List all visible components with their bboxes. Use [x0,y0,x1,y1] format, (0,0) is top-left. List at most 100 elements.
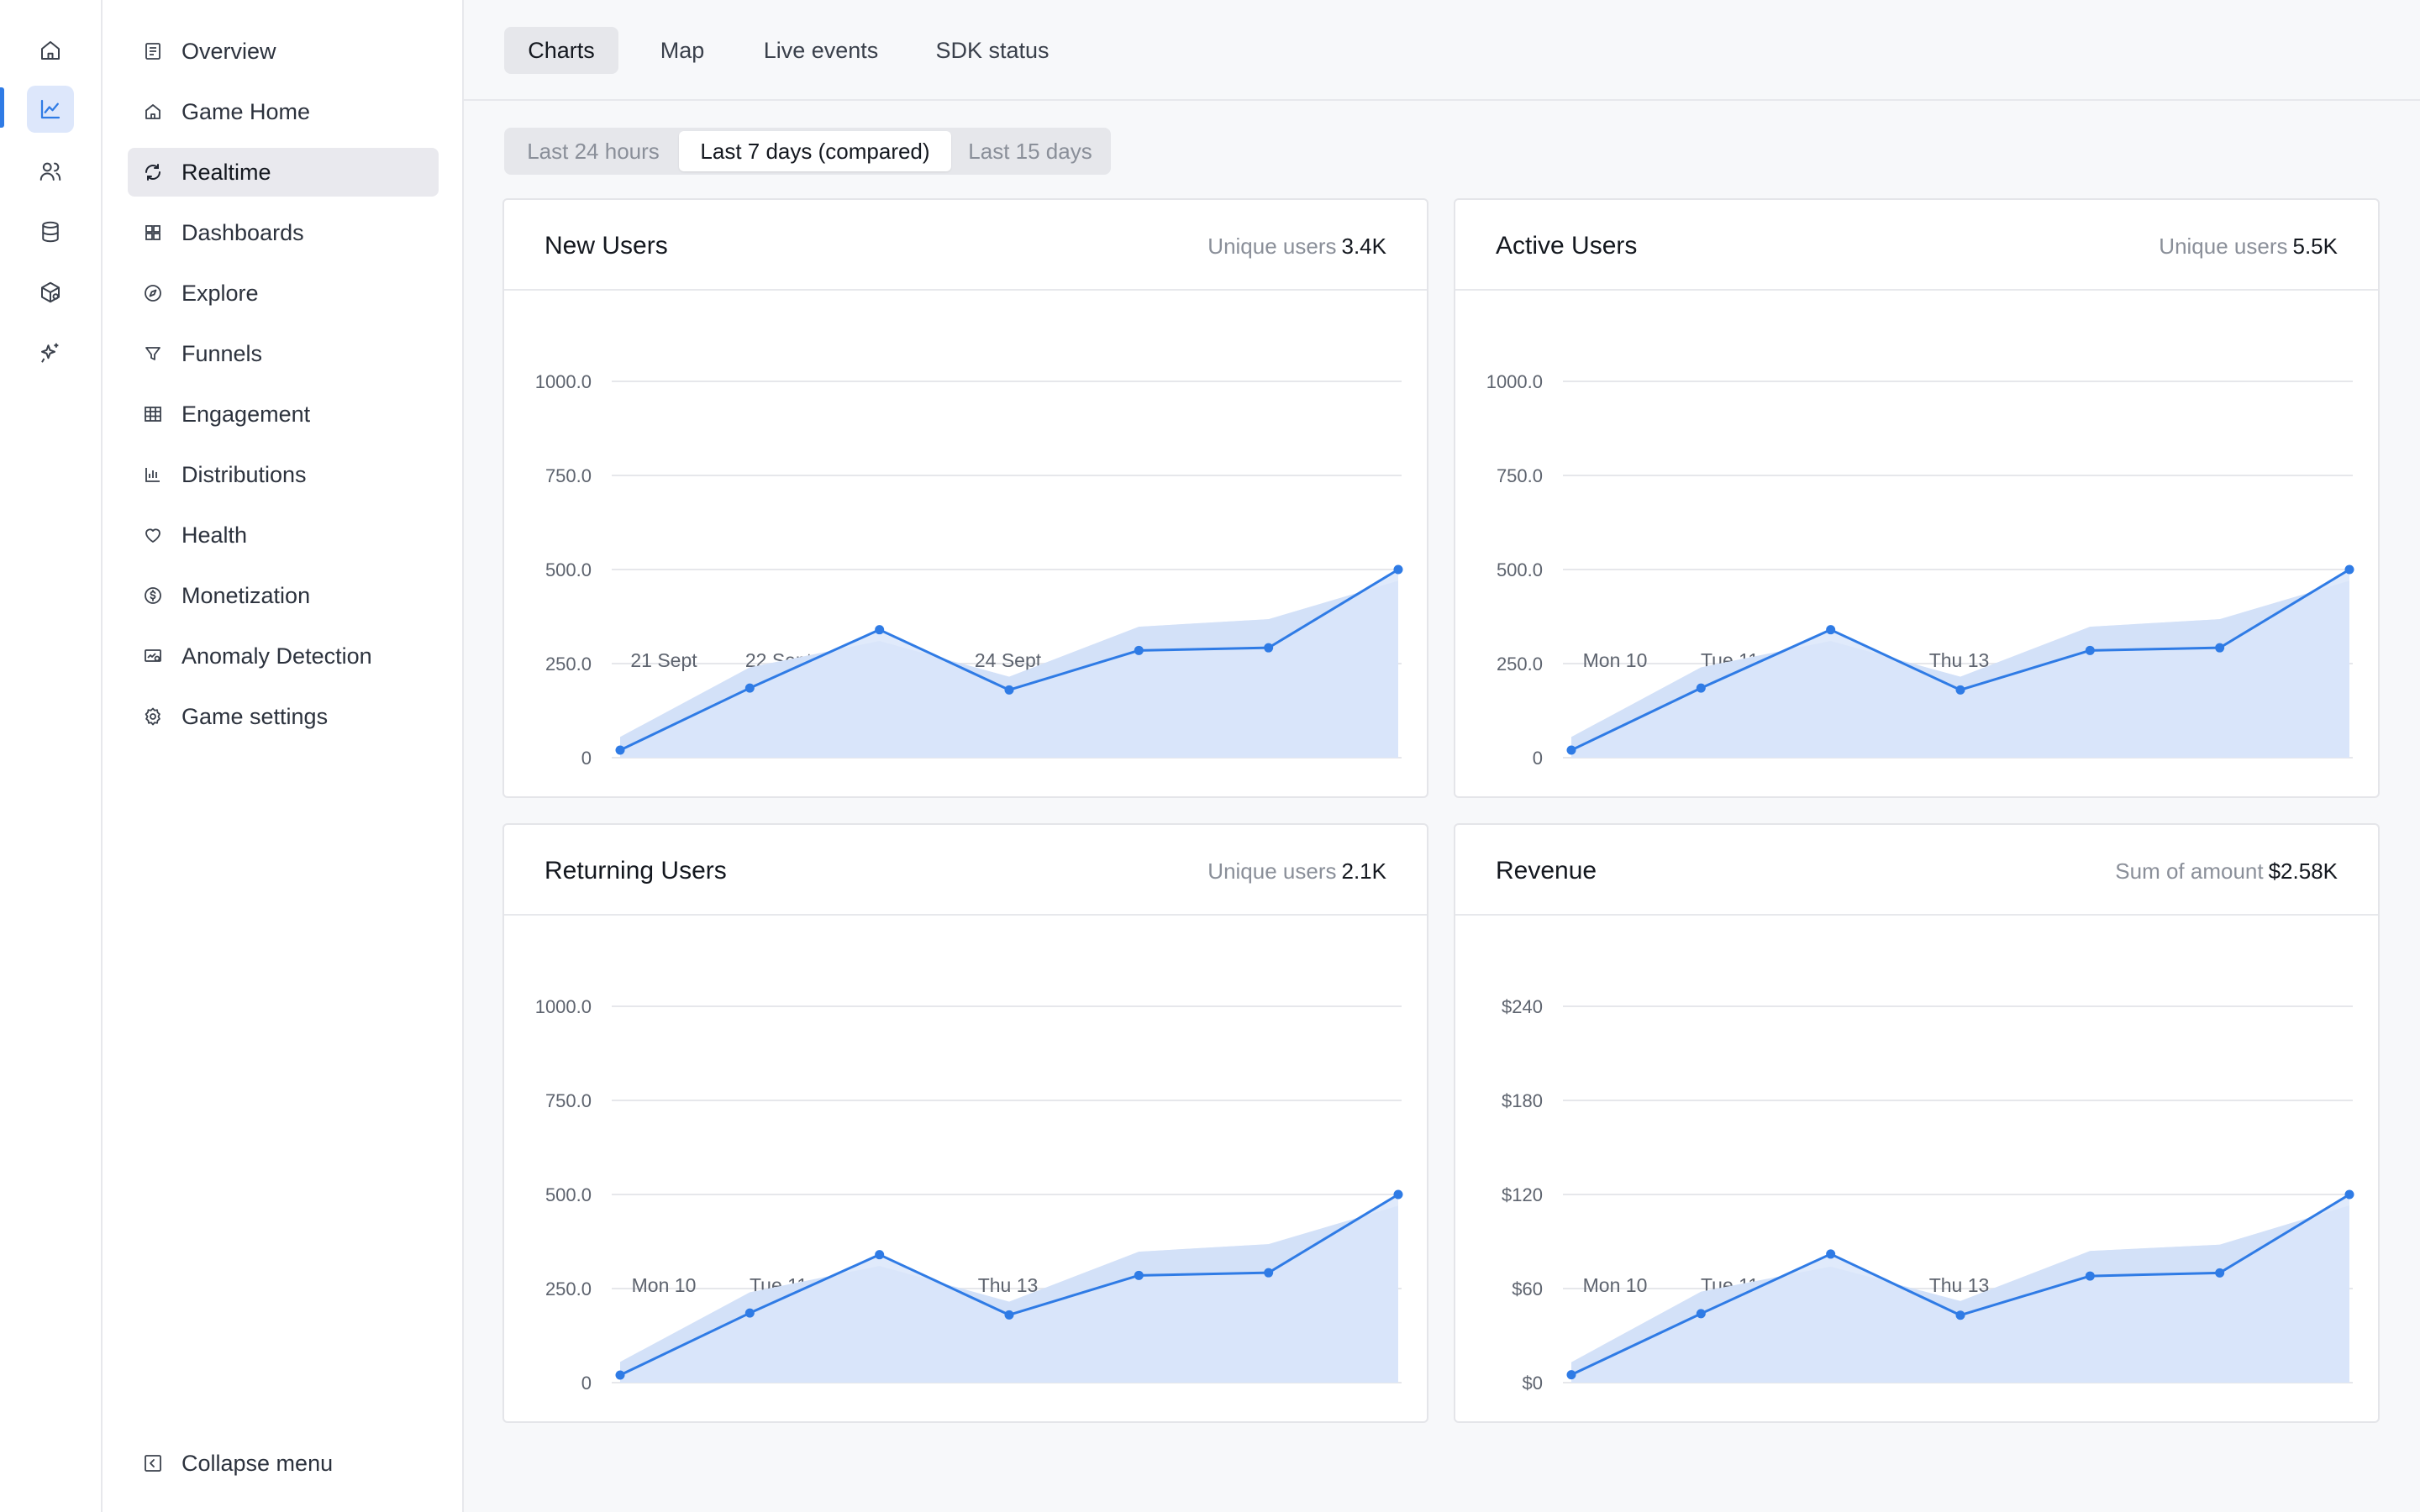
data-point [1696,683,1706,693]
comparison-overlay [1571,580,2349,758]
x-tick-label: Mon 10 [1583,1274,1648,1296]
card-metric: Unique users 5.5K [2159,234,2338,260]
sidebar-item-label: Dashboards [182,219,304,245]
x-tick-label: 21 Sept [630,649,697,671]
compass-icon [143,283,163,303]
sidebar-item-dashboards[interactable]: Dashboards [128,208,439,257]
database-icon[interactable] [27,208,74,255]
data-point [1826,1249,1836,1259]
range-last-7-days-compared[interactable]: Last 7 days (compared) [679,131,951,171]
time-range-switch: Last 24 hours Last 7 days (compared) Las… [504,128,1111,175]
x-tick-label: 24 Sept [975,649,1042,671]
sidebar-item-label: Explore [182,280,259,306]
tab-sdk-status[interactable]: SDK status [935,37,1050,63]
data-point [2215,643,2225,653]
revenue-card: Revenue Sum of amount $2.58K $0 $60 $120 $18… [1454,823,2380,1423]
collapse-menu-button[interactable]: Collapse menu [143,1438,333,1488]
metric-value: $2.58K [2268,858,2338,884]
card-title: Returning Users [544,857,727,885]
data-point [2085,1271,2095,1281]
tab-map[interactable]: Map [660,37,705,63]
sidebar-item-funnels[interactable]: Funnels [128,329,439,378]
sidebar-item-label: Overview [182,38,276,64]
data-point [875,1250,885,1260]
sidebar-item-label: Engagement [182,401,311,427]
data-point [2085,645,2095,655]
sidebar-item-engagement[interactable]: Engagement [128,390,439,438]
active-users-card: Active Users Unique users 5.5K 0 250.0 500.… [1454,198,2380,798]
range-last-24-hours[interactable]: Last 24 hours [527,138,660,164]
data-point [1264,643,1274,653]
sidebar-item-monetization[interactable]: Monetization [128,571,439,620]
y-tick-label: 250.0 [1497,654,1543,675]
y-tick-label: 1000.0 [1486,371,1543,392]
x-tick-label: Thu 13 [978,1274,1039,1296]
sidebar-item-anomaly-detection[interactable]: Anomaly Detection [128,632,439,680]
sidebar-item-label: Funnels [182,340,263,366]
y-tick-label: $240 [1502,996,1543,1017]
sidebar-item-game-settings[interactable]: Game settings [128,692,439,741]
range-last-15-days[interactable]: Last 15 days [968,138,1092,164]
data-point [744,1308,755,1318]
tab-live-events[interactable]: Live events [763,37,879,63]
x-tick-label: Mon 10 [1583,649,1648,671]
sidebar-item-label: Game Home [182,98,311,124]
card-title: Active Users [1496,232,1638,260]
card-metric: Unique users 3.4K [1207,234,1386,260]
data-point [1004,685,1014,695]
comparison-overlay [620,580,1398,758]
data-point [1393,1189,1403,1200]
metric-label: Sum of amount [2115,858,2264,884]
table-icon [143,404,163,424]
icon-rail [0,0,103,1512]
card-header: New Users Unique users 3.4K [504,200,1427,291]
sidebar-item-health[interactable]: Health [128,511,439,559]
card-metric: Unique users 2.1K [1207,858,1386,885]
sparkles-icon[interactable] [27,329,74,376]
y-tick-label: 500.0 [545,559,592,580]
y-tick-label: 750.0 [545,465,592,486]
y-tick-label: $180 [1502,1090,1543,1111]
package-icon[interactable] [27,269,74,316]
y-tick-label: 1000.0 [535,996,592,1017]
comparison-overlay [1571,1205,2349,1383]
y-tick-label: 500.0 [1497,559,1543,580]
chart-icon[interactable] [27,86,74,133]
y-tick-label: 0 [581,1373,592,1394]
funnel-icon [143,344,163,364]
tab-charts[interactable]: Charts [504,27,618,74]
metric-value: 2.1K [1341,858,1387,884]
refresh-icon [143,162,163,182]
collapse-menu-label: Collapse menu [182,1450,334,1476]
y-tick-label: $120 [1502,1184,1543,1205]
sidebar-item-distributions[interactable]: Distributions [128,450,439,499]
home-icon[interactable] [27,27,74,74]
y-tick-label: 250.0 [545,1278,592,1299]
data-point [1826,625,1836,635]
sidebar-item-overview[interactable]: Overview [128,27,439,76]
card-header: Returning Users Unique users 2.1K [504,825,1427,916]
returning-users-card: Returning Users Unique users 2.1K 0 250.0 5… [502,823,1428,1423]
users-icon[interactable] [27,148,74,195]
y-tick-label: 750.0 [545,1090,592,1111]
comparison-overlay [620,1205,1398,1383]
card-title: Revenue [1496,857,1597,885]
data-point [1955,685,1965,695]
sidebar-item-game-home[interactable]: Game Home [128,87,439,136]
data-point [615,1370,625,1380]
data-point [2215,1268,2225,1278]
rail-active-indicator [0,87,4,128]
sidebar-item-explore[interactable]: Explore [128,269,439,318]
card-title: New Users [544,232,668,260]
y-tick-label: 1000.0 [535,371,592,392]
data-point [1134,1270,1144,1280]
metric-label: Unique users [1207,234,1337,259]
home-icon [143,102,163,122]
sidebar-item-realtime[interactable]: Realtime [128,148,439,197]
y-tick-label: 500.0 [545,1184,592,1205]
dollar-icon [143,585,163,606]
